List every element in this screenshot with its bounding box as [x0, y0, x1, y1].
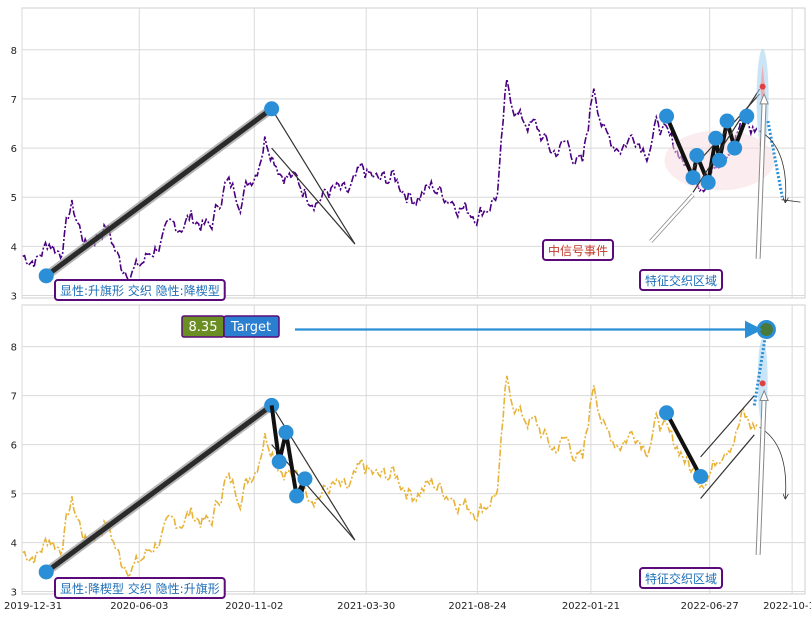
top-y-tick-label: 4 [11, 242, 17, 253]
top-target-pointer [756, 101, 766, 259]
bottom-pivot-marker [659, 405, 675, 421]
bottom-pivot-marker [271, 454, 287, 470]
x-tick-label: 2021-08-24 [448, 601, 506, 612]
bottom-y-tick-label: 4 [11, 539, 17, 550]
top-tick-line [781, 199, 801, 203]
top-pattern-label: 显性:升旗形 交织 隐性:降楔型 [54, 279, 226, 301]
bottom-plot-area [21, 304, 806, 595]
bottom-pattern-label-box [54, 577, 226, 599]
bottom-y-tick-label: 6 [11, 441, 17, 452]
bottom-target-pointer-head [759, 389, 769, 402]
top-wedge-upper [271, 108, 356, 245]
top-pivot-marker [712, 152, 728, 168]
bottom-target-pointer [756, 398, 766, 555]
top-y-tick-label: 8 [11, 46, 17, 57]
top-blue-projection [766, 120, 784, 198]
top-pivot-marker [38, 268, 54, 284]
bottom-pivot-marker [38, 564, 54, 580]
top-pivot-marker [700, 174, 716, 190]
top-panel: 3 4 5 6 7 8 [11, 7, 806, 303]
bottom-target-marker [756, 319, 776, 339]
top-pivot-marker [685, 170, 701, 186]
top-target-pointer-head [759, 92, 769, 105]
top-pivot-marker [739, 108, 755, 124]
top-pivot-marker [727, 140, 743, 156]
bottom-pattern-label: 显性:降楔型 交织 隐性:升旗形 [54, 577, 226, 599]
bottom-y-tick-label: 8 [11, 343, 17, 354]
top-signal-arrow [649, 193, 694, 243]
top-price-line [22, 78, 759, 283]
x-tick-label: 2021-03-30 [337, 601, 395, 612]
bottom-pattern-label-text: 显性:降楔型 交织 隐性:升旗形 [60, 581, 220, 596]
target-value-text: 8.35 [189, 320, 218, 335]
bottom-pivot-marker [278, 424, 294, 440]
bottom-pivot-marker [289, 488, 305, 504]
bottom-panel: 3 4 5 6 7 8 [11, 304, 806, 599]
top-feature-zone-label-box [639, 269, 724, 291]
top-feature-zone-label-text: 特征交织区域 [645, 273, 717, 288]
x-tick-label: 2020-06-03 [110, 601, 168, 612]
x-tick-label: 2019-12-31 [4, 601, 62, 612]
bottom-feature-zone-label-text: 特征交织区域 [645, 571, 717, 586]
bottom-feature-zone-label: 特征交织区域 [639, 567, 724, 589]
bottom-y-tick-label: 3 [11, 588, 17, 599]
top-pattern-label-box [54, 279, 226, 301]
top-pattern-label-text: 显性:升旗形 交织 隐性:降楔型 [60, 283, 220, 298]
bottom-pivot-marker [693, 468, 709, 484]
bottom-target-dot [759, 380, 766, 387]
target-label-box [223, 315, 280, 338]
bottom-channel-lower [700, 434, 755, 499]
top-target-dot [759, 83, 766, 90]
x-tick-label: 2022-01-21 [562, 601, 620, 612]
top-pivot-marker [659, 108, 675, 124]
top-pivot-marker [708, 130, 724, 146]
top-y-tick-label: 3 [11, 292, 17, 303]
bottom-pivot-marker [297, 471, 313, 487]
x-tick-label: 2022-06-27 [681, 601, 739, 612]
bottom-price-line [22, 375, 759, 579]
bottom-pole-line [43, 402, 275, 575]
x-tick-label: 2020-11-02 [225, 601, 283, 612]
bottom-down-leg [664, 411, 703, 478]
top-target-diamond [760, 64, 765, 119]
top-signal-event-label-text: 中信号事件 [548, 243, 608, 258]
top-feature-zone-label: 特征交织区域 [639, 269, 724, 291]
bottom-y-tick-label: 7 [11, 392, 17, 403]
bottom-y-tick-label: 5 [11, 490, 17, 501]
top-y-tick-label: 7 [11, 95, 17, 106]
target-label-text: Target [230, 320, 271, 335]
top-pivot-marker [264, 101, 280, 117]
bottom-blue-projection [752, 329, 768, 406]
x-tick-label: 2022-10-14 [763, 601, 811, 612]
top-pivot-marker [689, 147, 705, 163]
target-value-group: 8.35 Target [181, 315, 280, 338]
bottom-feature-zone-label-box [639, 567, 724, 589]
top-y-tick-label: 5 [11, 193, 17, 204]
bottom-channel-upper [700, 395, 755, 458]
top-pivot-marker [719, 113, 735, 129]
top-pole-line [43, 106, 275, 279]
top-signal-event-label: 中信号事件 [542, 239, 615, 261]
top-y-tick-label: 6 [11, 144, 17, 155]
top-wedge-lower [271, 147, 356, 245]
top-signal-event-label-box [542, 239, 615, 261]
